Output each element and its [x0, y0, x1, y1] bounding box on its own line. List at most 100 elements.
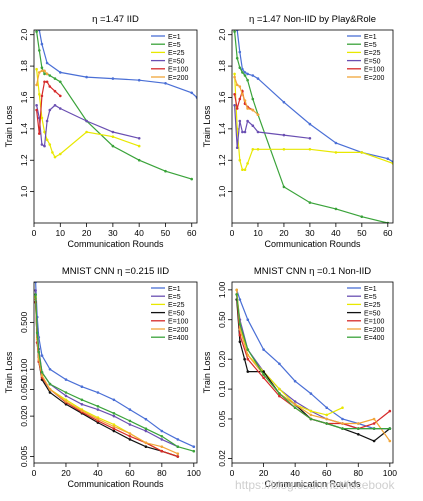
plot-area: [34, 282, 196, 458]
data-point-E=200: [144, 441, 148, 445]
y-tick-label: 1.2: [217, 154, 227, 166]
data-point-E=1: [111, 77, 115, 80]
data-point-E=5: [35, 30, 38, 33]
x-tick-label: 60: [125, 468, 135, 478]
data-point-E=200: [246, 353, 250, 357]
data-point-E=5: [137, 158, 141, 162]
data-point-E=200: [235, 83, 239, 87]
data-point-E=1: [40, 42, 44, 46]
y-tick-label: 1.6: [19, 91, 29, 103]
legend-label: E=100: [364, 67, 385, 74]
data-point-E=400: [144, 427, 148, 431]
data-point-E=100: [278, 394, 281, 398]
data-point-E=5: [34, 289, 37, 292]
data-point-E=5: [40, 66, 44, 69]
legend-label: E=100: [168, 319, 189, 326]
data-point-E=25: [137, 144, 141, 148]
data-point-E=50: [48, 391, 52, 394]
data-point-E=50: [262, 370, 265, 373]
data-point-E=200: [357, 422, 360, 425]
x-tick-label: 0: [32, 228, 37, 238]
x-tick-label: 20: [82, 228, 92, 238]
legend-label: E=1: [168, 286, 181, 293]
legend-label: E=200: [168, 75, 189, 82]
data-point-E=100: [48, 85, 52, 88]
x-axis-label: Communication Rounds: [67, 479, 164, 489]
data-point-E=1: [238, 50, 242, 54]
x-tick-label: 60: [322, 468, 332, 478]
y-tick-label: 2.0: [217, 29, 227, 41]
data-point-E=5: [144, 429, 148, 433]
x-tick-label: 40: [134, 228, 144, 238]
data-point-E=200: [246, 107, 249, 110]
y-tick-label: 1.0: [217, 185, 227, 197]
series-line-E=200: [236, 289, 391, 442]
data-point-E=5: [43, 72, 46, 76]
legend-label: E=1: [364, 286, 377, 293]
data-point-E=25: [278, 387, 281, 391]
data-point-E=1: [128, 408, 132, 411]
data-point-E=400: [238, 323, 242, 326]
data-point-E=100: [45, 80, 49, 84]
data-point-E=400: [96, 405, 100, 408]
data-point-E=100: [246, 357, 250, 361]
data-point-E=1: [48, 368, 52, 371]
data-point-E=1: [190, 91, 193, 95]
data-point-E=50: [256, 130, 260, 134]
data-point-E=5: [243, 74, 247, 77]
data-point-E=25: [256, 148, 260, 151]
data-point-E=400: [262, 373, 265, 376]
x-axis-label: Communication Rounds: [264, 239, 361, 249]
data-point-E=400: [37, 350, 41, 354]
legend-label: E=5: [168, 42, 181, 49]
data-point-E=100: [238, 333, 242, 337]
x-tick-label: 80: [157, 468, 167, 478]
x-tick-label: 50: [161, 228, 171, 238]
data-point-E=200: [388, 439, 392, 443]
data-point-E=50: [308, 137, 312, 140]
y-axis-label: Train Loss: [202, 351, 212, 393]
plot-frame: [33, 29, 198, 224]
y-tick-label: 1.2: [19, 154, 29, 166]
data-point-E=1: [308, 122, 312, 126]
data-point-E=400: [388, 427, 392, 430]
data-point-E=400: [246, 348, 250, 351]
x-tick-label: 40: [290, 468, 300, 478]
data-point-E=400: [278, 392, 281, 395]
chart-panel-4: 0 20 40 60 80 100 0.02 0.05 0.10 0.20 0.50 1.00 MNIS…: [202, 266, 397, 489]
data-point-E=50: [112, 429, 116, 433]
data-point-E=200: [40, 69, 44, 73]
y-axis-label: Train Loss: [4, 105, 14, 147]
data-point-E=200: [160, 445, 164, 449]
data-point-E=50: [238, 119, 242, 123]
data-point-E=50: [251, 124, 255, 127]
x-tick-label: 100: [383, 468, 397, 478]
legend-label: E=400: [364, 335, 385, 342]
data-point-E=5: [334, 207, 338, 211]
x-tick-label: 60: [187, 228, 197, 238]
data-point-E=25: [48, 143, 52, 146]
data-point-E=5: [233, 30, 236, 33]
data-point-E=5: [160, 438, 164, 441]
data-point-E=1: [96, 391, 100, 394]
y-tick-label: 0.050: [19, 379, 29, 401]
y-tick-label: 1.4: [19, 123, 29, 135]
data-point-E=5: [64, 394, 68, 398]
data-point-E=200: [241, 93, 244, 96]
data-point-E=50: [59, 107, 62, 110]
data-point-E=200: [238, 85, 242, 88]
data-point-E=50: [243, 130, 247, 134]
data-point-E=5: [96, 408, 100, 411]
series-line-E=50: [234, 105, 310, 148]
legend-label: E=50: [364, 310, 381, 317]
y-axis-label: Train Loss: [202, 105, 212, 147]
plot-frame: [231, 29, 394, 224]
data-point-E=1: [192, 445, 196, 449]
data-point-E=5: [53, 77, 57, 80]
data-point-E=25: [111, 135, 115, 138]
data-point-E=50: [85, 119, 88, 123]
data-point-E=200: [80, 409, 84, 413]
watermark-text: https://blog.csdn.net/facebook: [235, 478, 395, 492]
